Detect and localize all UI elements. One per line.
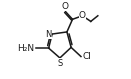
Text: Cl: Cl xyxy=(82,52,91,61)
Text: O: O xyxy=(62,2,69,11)
Text: H₂N: H₂N xyxy=(17,44,35,53)
Text: S: S xyxy=(57,59,62,68)
Text: O: O xyxy=(79,11,86,20)
Text: N: N xyxy=(45,30,51,39)
